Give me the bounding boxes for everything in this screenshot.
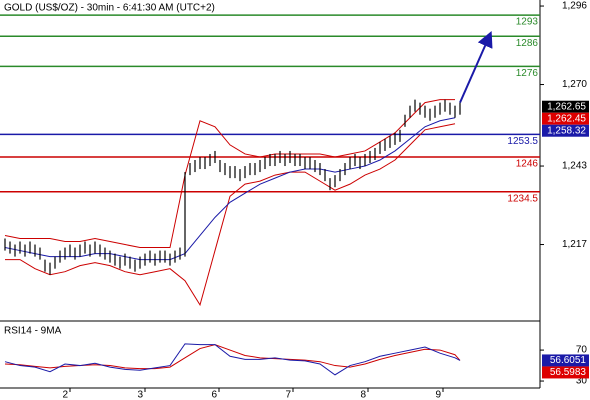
price-label: 56.6051 bbox=[550, 355, 587, 366]
price-label: 1,258.32 bbox=[547, 125, 586, 136]
price-label-box bbox=[542, 112, 589, 125]
x-tick-label: 3 bbox=[137, 390, 143, 400]
price-label-box bbox=[542, 124, 589, 137]
price-label: 1,262.45 bbox=[547, 113, 586, 124]
x-tick-label: 7 bbox=[285, 390, 291, 400]
chart-title: GOLD (US$/OZ) - 30min - 6:41:30 AM (UTC+… bbox=[4, 3, 215, 14]
y-tick-label: 30 bbox=[576, 376, 588, 387]
price-label: 1,262.65 bbox=[547, 101, 586, 112]
x-tick-label: 2 bbox=[62, 390, 68, 400]
level-label: 1293 bbox=[516, 17, 539, 28]
y-tick-label: 1,243 bbox=[562, 161, 587, 172]
x-tick-label: 8 bbox=[360, 390, 366, 400]
rsi-line bbox=[4, 343, 461, 376]
y-tick-label: 70 bbox=[576, 345, 588, 356]
y-tick-label: 1,270 bbox=[562, 79, 587, 90]
x-tick-label: 6 bbox=[211, 390, 217, 400]
rsi-title: RSI14 - 9MA bbox=[4, 326, 62, 337]
price-label-box bbox=[542, 366, 589, 379]
level-label: 1253.5 bbox=[507, 136, 538, 147]
overlay-line bbox=[5, 123, 456, 307]
trend-arrow bbox=[459, 30, 493, 104]
y-tick-label: 1,217 bbox=[562, 239, 587, 250]
price-label-box bbox=[542, 100, 589, 113]
level-label: 1276 bbox=[516, 68, 539, 79]
price-label: 56.5983 bbox=[550, 367, 587, 378]
price-label-box bbox=[542, 354, 589, 367]
level-label: 1286 bbox=[516, 38, 539, 49]
x-tick-label: 9 bbox=[435, 390, 441, 400]
level-label: 1246 bbox=[516, 159, 539, 170]
level-label: 1234.5 bbox=[507, 193, 538, 204]
y-tick-label: 1,296 bbox=[562, 1, 587, 12]
